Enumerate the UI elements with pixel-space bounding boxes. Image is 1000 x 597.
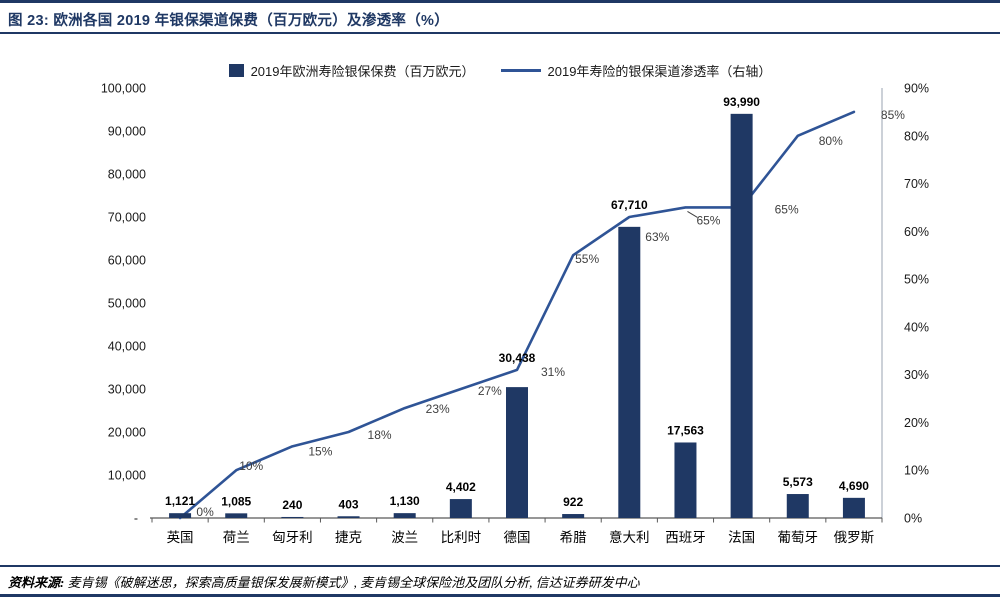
bar-value-label: 4,690	[839, 479, 869, 493]
y-axis-tick-label-left: 20,000	[108, 426, 146, 440]
bar-value-label: 922	[563, 495, 583, 509]
pct-label: 27%	[478, 384, 502, 398]
x-axis-label: 法国	[728, 530, 755, 545]
pct-label: 85%	[881, 108, 905, 122]
pct-label: 31%	[541, 365, 565, 379]
bar	[786, 494, 809, 518]
source-text: 麦肯锡《破解迷思，探索高质量银保发展新模式》, 麦肯锡全球保险池及团队分析, 信…	[64, 575, 640, 590]
y-axis-tick-label-left: 30,000	[108, 383, 146, 397]
bar	[562, 514, 585, 518]
legend-label: 2019年寿险的银保渠道渗透率（右轴）	[547, 64, 772, 79]
bar	[393, 513, 416, 518]
y-axis-tick-label-left: -	[134, 512, 138, 526]
bar	[730, 113, 753, 518]
pct-label: 65%	[775, 202, 799, 216]
bar	[842, 497, 865, 518]
legend-item-line: 2019年寿险的银保渠道渗透率（右轴）	[500, 61, 772, 80]
bar	[281, 516, 304, 518]
y-axis-tick-label-right: 0%	[904, 512, 922, 526]
y-axis-tick-label-right: 30%	[904, 368, 929, 382]
y-axis-tick-label-left: 10,000	[108, 469, 146, 483]
y-axis-tick-label-right: 10%	[904, 464, 929, 478]
y-axis-tick-label-left: 50,000	[108, 297, 146, 311]
y-axis-tick-label-left: 40,000	[108, 340, 146, 354]
y-axis-tick-label-right: 20%	[904, 416, 929, 430]
x-axis-label: 比利时	[441, 530, 482, 545]
pct-label-leader	[687, 211, 698, 218]
pct-label: 55%	[575, 252, 599, 266]
source-label: 资料来源:	[8, 575, 65, 590]
bar-value-label: 30,438	[499, 351, 536, 365]
bar	[225, 513, 248, 518]
y-axis-tick-label-left: 60,000	[108, 254, 146, 268]
bar-swatch	[228, 64, 244, 77]
bar-value-label: 67,710	[611, 198, 648, 212]
y-axis-tick-label-right: 70%	[904, 177, 929, 191]
pct-label: 0%	[196, 505, 214, 519]
legend-label: 2019年欧洲寿险银保保费（百万欧元）	[250, 64, 475, 79]
bar-value-label: 4,402	[446, 480, 476, 494]
figure-title: 图 23: 欧洲各国 2019 年银保渠道保费（百万欧元）及渗透率（%）	[8, 13, 450, 29]
bar-value-label: 93,990	[723, 95, 760, 109]
x-axis-label: 西班牙	[665, 530, 706, 545]
pct-label: 65%	[696, 213, 720, 227]
pct-label: 15%	[308, 444, 332, 458]
bar	[674, 442, 697, 518]
x-axis-label: 荷兰	[223, 530, 250, 545]
bar	[449, 499, 472, 518]
y-axis-tick-label-left: 70,000	[108, 211, 146, 225]
pct-label: 63%	[645, 230, 669, 244]
y-axis-tick-label-right: 80%	[904, 129, 929, 143]
y-axis-tick-label-right: 90%	[904, 82, 929, 96]
x-axis-label: 俄罗斯	[834, 530, 875, 545]
pct-label: 23%	[426, 402, 450, 416]
x-axis-label: 希腊	[560, 530, 587, 545]
x-axis-label: 意大利	[609, 529, 650, 545]
source-footer: 资料来源: 麦肯锡《破解迷思，探索高质量银保发展新模式》, 麦肯锡全球保险池及团…	[0, 565, 1000, 597]
chart-area: 2019年欧洲寿险银保保费（百万欧元） 2019年寿险的银保渠道渗透率（右轴） -…	[0, 34, 1000, 565]
bar-value-label: 403	[339, 497, 359, 511]
combo-chart: - 10,000 20,000 30,000 40,000 50,000 60,000 70,…	[101, 82, 929, 546]
chart-legend: 2019年欧洲寿险银保保费（百万欧元） 2019年寿险的银保渠道渗透率（右轴）	[0, 61, 1000, 80]
bar-value-label: 1,121	[165, 494, 195, 508]
x-axis-label: 葡萄牙	[778, 530, 819, 545]
y-axis-tick-label-left: 80,000	[108, 168, 146, 182]
line-swatch	[500, 69, 541, 72]
bar-value-label: 17,563	[667, 423, 704, 437]
y-axis-tick-label-right: 50%	[904, 273, 929, 287]
x-axis-label: 捷克	[335, 530, 362, 545]
x-axis-label: 匈牙利	[272, 530, 313, 545]
pct-label: 18%	[368, 428, 392, 442]
pct-label: 10%	[239, 459, 263, 473]
bar-value-label: 5,573	[783, 475, 813, 489]
bar	[506, 387, 528, 518]
pct-label: 80%	[819, 134, 843, 148]
figure-title-bar: 图 23: 欧洲各国 2019 年银保渠道保费（百万欧元）及渗透率（%）	[0, 0, 1000, 34]
y-axis-tick-label-right: 40%	[904, 320, 929, 334]
bar-value-label: 1,085	[221, 494, 251, 508]
x-axis-label: 英国	[167, 529, 194, 545]
legend-item-bar: 2019年欧洲寿险银保保费（百万欧元）	[228, 61, 475, 80]
x-axis-label: 波兰	[391, 530, 418, 545]
x-axis-label: 德国	[504, 530, 531, 545]
bar	[337, 516, 360, 518]
bar	[169, 513, 192, 518]
y-axis-tick-label-left: 100,000	[101, 82, 146, 96]
bar	[618, 226, 641, 519]
y-axis-tick-label-right: 60%	[904, 225, 929, 239]
bar-value-label: 1,130	[390, 494, 420, 508]
bar-value-label: 240	[282, 498, 302, 512]
y-axis-tick-label-left: 90,000	[108, 125, 146, 139]
